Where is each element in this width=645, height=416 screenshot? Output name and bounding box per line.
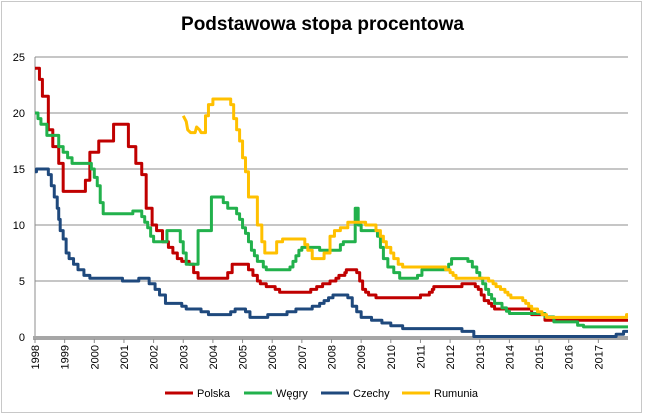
x-tick-label: 2004 <box>208 345 220 369</box>
y-tick-label: 15 <box>13 164 25 176</box>
x-tick-label: 2005 <box>238 345 250 369</box>
y-tick-label: 25 <box>13 52 25 64</box>
x-tick-label: 2012 <box>445 345 457 369</box>
x-tick-label: 2013 <box>475 345 487 369</box>
series-line-rumunia <box>181 97 629 319</box>
x-tick-label: 2009 <box>356 345 368 369</box>
x-tick-label: 1998 <box>30 345 42 369</box>
series-line-polska <box>35 66 628 322</box>
x-tick-label: 2015 <box>534 345 546 369</box>
x-tick-label: 2002 <box>149 345 161 369</box>
x-tick-label: 2000 <box>89 345 101 369</box>
x-tick-label: 1999 <box>60 345 72 369</box>
y-tick-label: 20 <box>13 108 25 120</box>
y-tick-label: 5 <box>19 276 25 288</box>
legend-label-czechy: Czechy <box>353 388 390 400</box>
x-tick-label: 2010 <box>386 345 398 369</box>
x-tick-label: 2008 <box>327 345 339 369</box>
x-tick-label: 2001 <box>119 345 131 369</box>
series-line-czechy <box>34 167 628 338</box>
series-lines <box>34 66 629 338</box>
x-tick-label: 2014 <box>504 345 516 369</box>
legend-label-rumunia: Rumunia <box>434 388 479 400</box>
x-tick-label: 2011 <box>415 345 427 369</box>
legend-label-polska: Polska <box>197 388 231 400</box>
y-tick-labels: 0 5 10 15 20 25 <box>13 52 25 344</box>
chart-title: Podstawowa stopa procentowa <box>181 14 464 35</box>
axes <box>33 57 628 340</box>
y-tick-label: 0 <box>19 332 25 344</box>
x-tick-label: 2017 <box>593 345 605 369</box>
legend: Polska Węgry Czechy Rumunia <box>165 388 479 400</box>
x-tick-labels: 1998 1999 2000 2001 2002 2003 2004 2005 2006 2007… <box>30 339 605 369</box>
x-tick-label: 2016 <box>564 345 576 369</box>
x-tick-label: 2006 <box>267 345 279 369</box>
x-tick-label: 2003 <box>178 345 190 369</box>
legend-label-węgry: Węgry <box>276 388 308 400</box>
x-tick-label: 2007 <box>297 345 309 369</box>
y-tick-label: 10 <box>13 220 25 232</box>
